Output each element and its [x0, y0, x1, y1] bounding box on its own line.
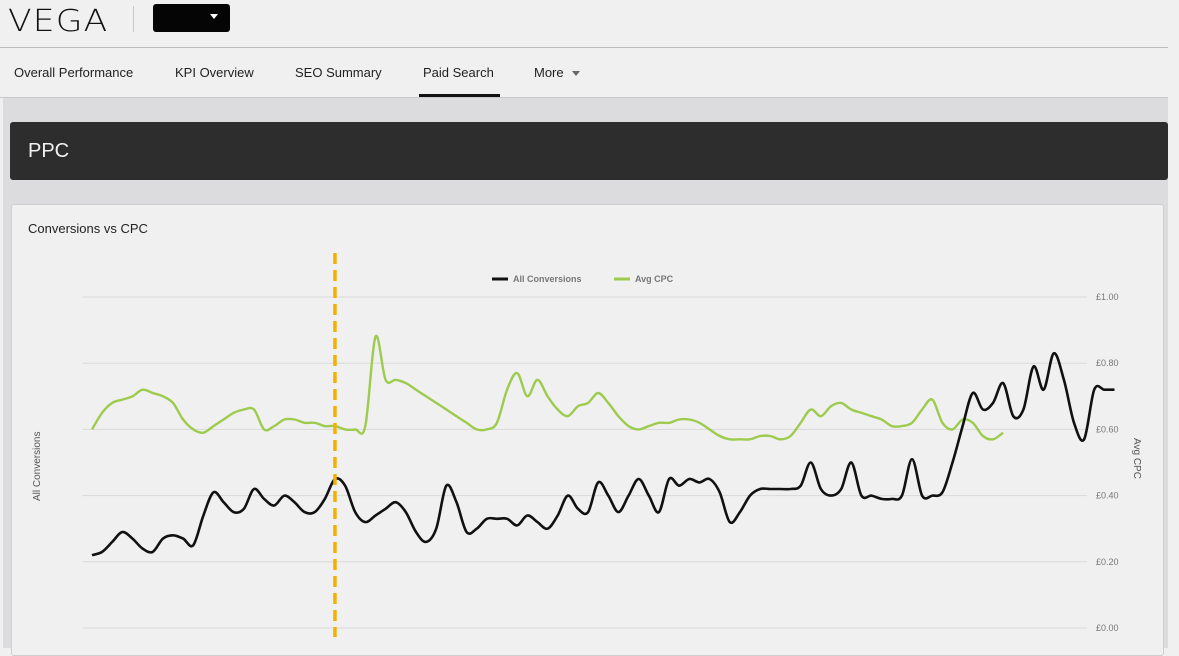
vega-logo[interactable]: VEGA [8, 4, 109, 39]
header-divider [0, 47, 1168, 48]
caret-down-icon [210, 14, 218, 19]
active-tab-indicator [419, 94, 500, 97]
chart-card: Conversions vs CPC £0.00 £0.20 £0.40 £0.60 £… [11, 204, 1164, 656]
conversions-vs-cpc-chart: £0.00 £0.20 £0.40 £0.60 £0.80 £1.00 All Conver… [32, 253, 1142, 637]
nav-tabs: Overall Performance KPI Overview SEO Sum… [0, 48, 1168, 98]
tab-seo-summary[interactable]: SEO Summary [295, 65, 382, 80]
caret-down-icon [571, 71, 580, 77]
account-select-dropdown[interactable] [153, 4, 230, 32]
right-axis-label: Avg CPC [1131, 438, 1142, 479]
top-bar: VEGA [0, 0, 1179, 47]
section-title: PPC [28, 140, 70, 162]
right-axis-tick-label: £0.40 [1096, 491, 1119, 501]
tab-label: Overall Performance [14, 65, 134, 80]
left-axis-label: All Conversions [32, 432, 43, 501]
right-axis-tick-label: £0.00 [1096, 623, 1119, 633]
right-axis-tick-label: £0.60 [1096, 424, 1119, 434]
legend-label-avg-cpc: Avg CPC [635, 274, 674, 284]
tabs-divider [0, 97, 1168, 98]
logo-divider [133, 6, 134, 32]
right-axis-tick-label: £0.80 [1096, 358, 1119, 368]
tab-overall-performance[interactable]: Overall Performance [14, 65, 133, 80]
right-axis-tick-label: £0.20 [1096, 557, 1119, 567]
tab-label: Paid Search [423, 65, 494, 80]
tab-paid-search[interactable]: Paid Search [423, 65, 494, 80]
chart-title: Conversions vs CPC [28, 221, 148, 236]
tab-label: SEO Summary [295, 65, 382, 80]
tab-more[interactable]: More [534, 65, 580, 80]
tab-label: More [534, 65, 564, 80]
series-line-avg-cpc [90, 334, 1004, 441]
legend-label-all-conversions: All Conversions [513, 274, 582, 284]
tab-label: KPI Overview [175, 65, 254, 80]
tab-kpi-overview[interactable]: KPI Overview [175, 65, 254, 80]
series-line-all-conversions [91, 352, 1115, 557]
section-header: PPC [10, 122, 1168, 180]
right-axis-tick-label: £1.00 [1096, 292, 1119, 302]
